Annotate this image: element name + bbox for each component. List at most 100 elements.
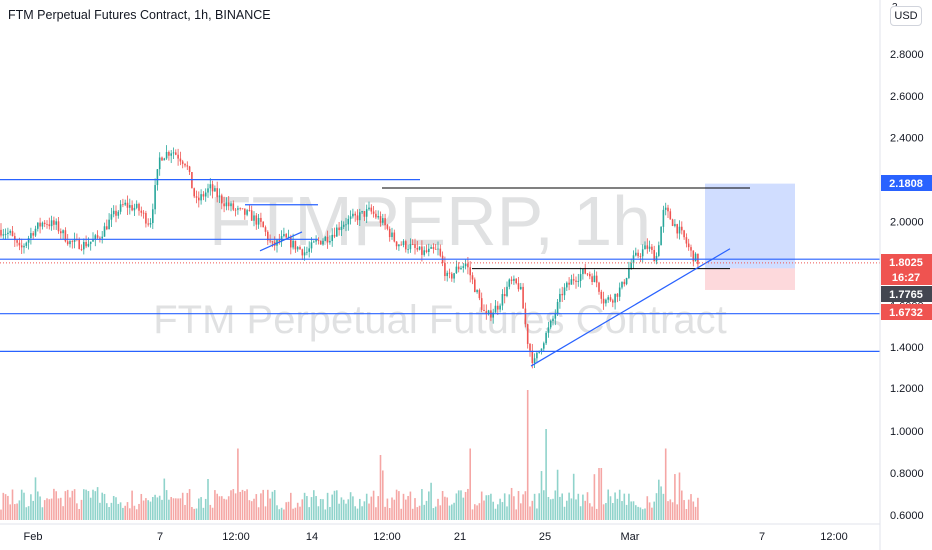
candle-body <box>593 275 596 283</box>
volume-bar <box>260 493 262 520</box>
candle-body <box>232 203 235 210</box>
candle <box>448 268 451 279</box>
volume-bar <box>386 498 389 520</box>
volume-bar <box>467 488 469 520</box>
candle-body <box>69 241 71 245</box>
candle-body <box>106 226 108 230</box>
price-label-bg <box>881 286 932 302</box>
candle-body <box>589 273 591 277</box>
volume-bar <box>430 482 432 520</box>
volume-bar <box>621 501 623 520</box>
volume-bar <box>154 494 156 520</box>
volume-bar <box>214 490 216 520</box>
volume-bar <box>605 503 607 520</box>
currency-button[interactable]: USD <box>890 6 922 26</box>
candle-body <box>658 245 660 256</box>
volume-bar <box>62 506 64 520</box>
volume-bar <box>543 490 545 520</box>
candle <box>41 221 44 230</box>
candle <box>678 220 681 240</box>
candle <box>618 282 621 302</box>
price-tick-label: 2.4000 <box>890 133 924 145</box>
candle-body <box>18 242 21 246</box>
volume-bar <box>494 508 497 520</box>
candle <box>494 299 497 313</box>
candle <box>30 227 32 245</box>
candle-body <box>326 236 329 243</box>
candle-body <box>80 248 83 250</box>
volume-bar <box>23 492 25 520</box>
candle <box>20 238 23 255</box>
candle <box>267 230 269 245</box>
time-tick-label: 14 <box>306 531 318 543</box>
candle <box>315 235 317 245</box>
volume-bar <box>85 489 87 520</box>
candle <box>255 213 258 230</box>
volume-bar <box>379 455 382 520</box>
candle <box>664 202 667 216</box>
volume-bar <box>73 489 76 520</box>
candle <box>671 218 674 227</box>
candle-body <box>186 165 189 167</box>
candle <box>119 200 122 215</box>
candle-body <box>177 154 179 159</box>
candle <box>400 241 402 246</box>
candle <box>667 204 669 218</box>
candle-body <box>46 224 48 225</box>
candle-body <box>676 224 678 234</box>
candle <box>487 309 490 316</box>
candle <box>319 240 322 245</box>
volume-bar <box>676 504 678 520</box>
candle-body <box>156 169 159 186</box>
candle-body <box>646 245 649 249</box>
volume-bar <box>582 494 584 520</box>
volume-bar <box>303 492 306 520</box>
candle-body <box>255 215 258 225</box>
candle-body <box>561 293 563 296</box>
volume-bar <box>492 501 494 520</box>
candle-body <box>165 151 168 159</box>
candle-body <box>361 211 363 213</box>
candle-body <box>460 267 462 270</box>
candle <box>135 200 138 210</box>
volume-bar <box>683 500 685 520</box>
candle-body <box>124 202 126 205</box>
candle <box>570 274 573 285</box>
candle-body <box>30 233 32 239</box>
candle-body <box>653 249 655 262</box>
volume-bar <box>319 499 322 520</box>
candle <box>338 222 340 236</box>
time-axis[interactable]: Feb 7 12:00 14 12:00 21 25 Mar 7 12:00 <box>0 523 880 543</box>
candle <box>522 283 524 309</box>
volume-bar <box>308 507 310 520</box>
candle-body <box>485 311 488 315</box>
candle <box>73 232 76 249</box>
candlesticks <box>0 145 699 369</box>
candle <box>430 244 432 249</box>
candle <box>204 188 207 202</box>
drawings[interactable] <box>0 179 880 367</box>
candle-body <box>230 203 232 207</box>
volume-bar <box>227 496 230 520</box>
candle-body <box>262 221 264 228</box>
candle <box>605 298 607 307</box>
volume-bar <box>457 490 460 520</box>
candle-body <box>209 184 212 189</box>
candle-body <box>363 211 366 217</box>
volume-bar <box>172 498 175 520</box>
volume-bar <box>460 490 462 520</box>
candle <box>50 215 53 231</box>
candle-body <box>648 246 651 249</box>
volume-bar <box>529 506 531 520</box>
volume-bar <box>216 493 218 520</box>
volume-bar <box>188 489 191 520</box>
candle-body <box>630 263 632 269</box>
candle-body <box>439 248 442 256</box>
candle-body <box>375 213 377 218</box>
volume-bar <box>87 491 90 520</box>
watermark-name: FTM Perpetual Futures Contract <box>153 298 727 342</box>
candle <box>244 208 246 220</box>
volume-bar <box>405 499 407 520</box>
